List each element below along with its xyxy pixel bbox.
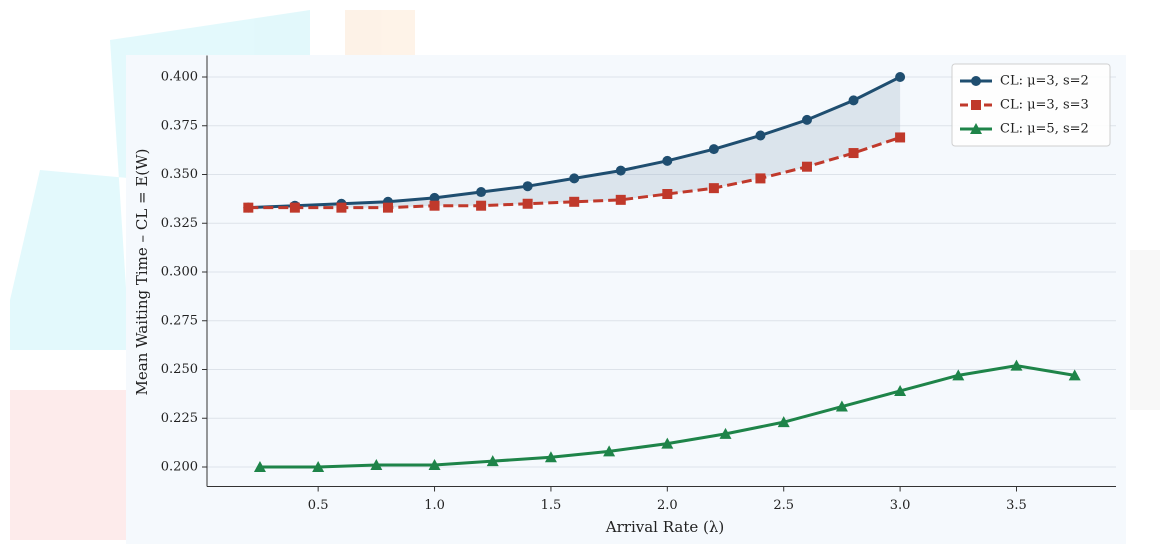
y-tick-label: 0.225 [161, 411, 198, 426]
y-tick-label: 0.350 [161, 167, 198, 182]
y-tick-label: 0.400 [161, 70, 198, 85]
legend: CL: μ=3, s=2 CL: μ=3, s=3 CL: μ=5, s=2 [952, 64, 1110, 146]
marker [662, 189, 672, 199]
marker [569, 197, 579, 207]
x-tick-label: 0.5 [308, 498, 329, 513]
marker [383, 203, 393, 213]
marker [755, 173, 765, 183]
chart: 0.200 0.225 0.250 0.275 0.300 0.325 0.350 0.375… [0, 0, 1166, 544]
marker [290, 203, 300, 213]
marker [849, 95, 859, 105]
marker [755, 131, 765, 141]
y-tick-label: 0.275 [161, 313, 198, 328]
marker [895, 72, 905, 82]
marker [709, 144, 719, 154]
x-tick-label: 2.0 [657, 498, 678, 513]
marker [476, 187, 486, 197]
marker [523, 181, 533, 191]
legend-label: CL: μ=3, s=3 [1000, 98, 1089, 113]
marker [709, 183, 719, 193]
y-tick-label: 0.325 [161, 216, 198, 231]
marker [971, 100, 981, 110]
marker [895, 132, 905, 142]
x-tick-label: 2.5 [773, 498, 794, 513]
x-tick-label: 1.5 [541, 498, 562, 513]
y-tick-label: 0.375 [161, 118, 198, 133]
x-tick-label: 3.0 [890, 498, 911, 513]
marker [616, 195, 626, 205]
marker [662, 156, 672, 166]
page: 0.200 0.225 0.250 0.275 0.300 0.325 0.350 0.375… [0, 0, 1166, 544]
marker [971, 76, 981, 86]
y-tick-label: 0.250 [161, 362, 198, 377]
marker [476, 201, 486, 211]
marker [430, 201, 440, 211]
marker [569, 173, 579, 183]
marker [243, 203, 253, 213]
y-tick-label: 0.200 [161, 460, 198, 475]
y-axis-label: Mean Waiting Time – CL = E(W) [133, 149, 151, 396]
x-tick-label: 3.5 [1006, 498, 1027, 513]
legend-label: CL: μ=5, s=2 [1000, 122, 1089, 137]
marker [802, 115, 812, 125]
y-tick-label: 0.300 [161, 265, 198, 280]
marker [336, 203, 346, 213]
x-axis-label: Arrival Rate (λ) [605, 518, 724, 536]
marker [523, 199, 533, 209]
x-tick-label: 1.0 [424, 498, 445, 513]
marker [849, 148, 859, 158]
legend-label: CL: μ=3, s=2 [1000, 74, 1089, 89]
marker [802, 162, 812, 172]
marker [616, 166, 626, 176]
